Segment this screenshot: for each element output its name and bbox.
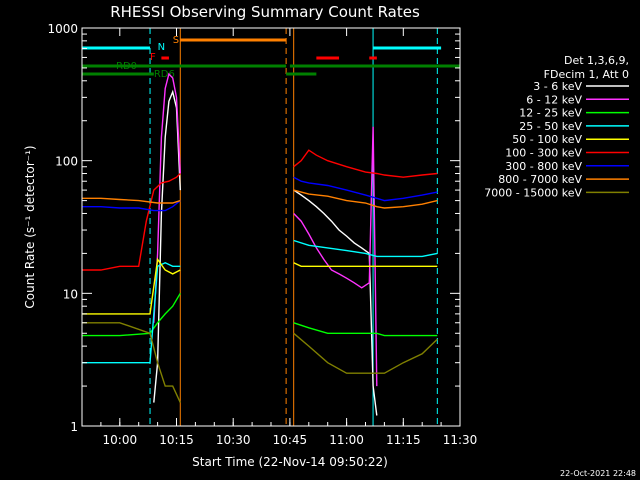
x-axis-ticks: 10:00 10:15 10:30 10:45 11:00 11:15 11:30 [81, 28, 478, 447]
series-line [293, 176, 438, 202]
series-line [153, 89, 181, 403]
series-line [293, 239, 438, 258]
legend-entry-label: 6 - 12 keV [526, 93, 582, 106]
legend-entry-label: 800 - 7000 keV [498, 173, 582, 186]
legend-entry-label: 25 - 50 keV [519, 120, 582, 133]
legend-entry-label: 300 - 800 keV [505, 160, 582, 173]
x-tick-label: 11:15 [386, 433, 421, 447]
series-line [293, 262, 438, 267]
series-line [368, 253, 378, 416]
status-bars: FNS RD0 RD6 [82, 35, 460, 80]
status-bar-label: RD6 [154, 69, 175, 80]
series-line [153, 72, 181, 323]
series-group [82, 72, 438, 416]
y-tick-label: 1 [70, 420, 78, 434]
series-line [293, 149, 438, 178]
series-line [82, 257, 181, 315]
y-axis-ticks: 1 10 100 1000 [47, 22, 460, 434]
legend-entry-label: 100 - 300 keV [505, 147, 582, 160]
x-tick-label: 10:15 [159, 433, 194, 447]
series-line [293, 189, 370, 254]
series-line [82, 322, 181, 403]
series-line [293, 322, 438, 337]
status-bar-label: S [173, 35, 179, 46]
y-tick-label: 100 [55, 155, 78, 169]
legend: Det 1,3,6,9, FDecim 1, Att 0 3 - 6 keV6 … [484, 54, 629, 199]
legend-header-line-1: Det 1,3,6,9, [564, 54, 629, 67]
series-line [82, 292, 181, 337]
y-tick-label: 10 [63, 287, 78, 301]
series-line [293, 189, 438, 209]
x-tick-label: 10:30 [216, 433, 251, 447]
series-line [293, 332, 438, 374]
legend-entry-label: 3 - 6 keV [533, 80, 582, 93]
series-line [82, 197, 181, 204]
series-line [82, 172, 181, 271]
footer-timestamp: 22-Oct-2021 22:48 [560, 469, 636, 478]
status-bar-label: N [158, 42, 165, 53]
series-line [82, 262, 181, 364]
x-tick-label: 10:45 [273, 433, 308, 447]
y-axis-label: Count Rate (s⁻¹ detector⁻¹) [23, 145, 37, 308]
x-tick-label: 11:30 [443, 433, 478, 447]
x-tick-label: 10:00 [103, 433, 138, 447]
status-bar-label: RD0 [116, 61, 137, 72]
status-bar-label: F [150, 52, 156, 63]
series-line [293, 126, 378, 387]
legend-entry-label: 12 - 25 keV [519, 107, 582, 120]
chart-title: RHESSI Observing Summary Count Rates [110, 3, 420, 21]
y-tick-label: 1000 [47, 22, 78, 36]
series-line [82, 200, 181, 212]
legend-entry-label: 7000 - 15000 keV [484, 186, 582, 199]
legend-header-line-2: FDecim 1, Att 0 [544, 68, 629, 81]
x-tick-label: 11:00 [329, 433, 364, 447]
legend-entry-label: 50 - 100 keV [512, 133, 582, 146]
x-axis-label: Start Time (22-Nov-14 09:50:22) [192, 455, 388, 469]
